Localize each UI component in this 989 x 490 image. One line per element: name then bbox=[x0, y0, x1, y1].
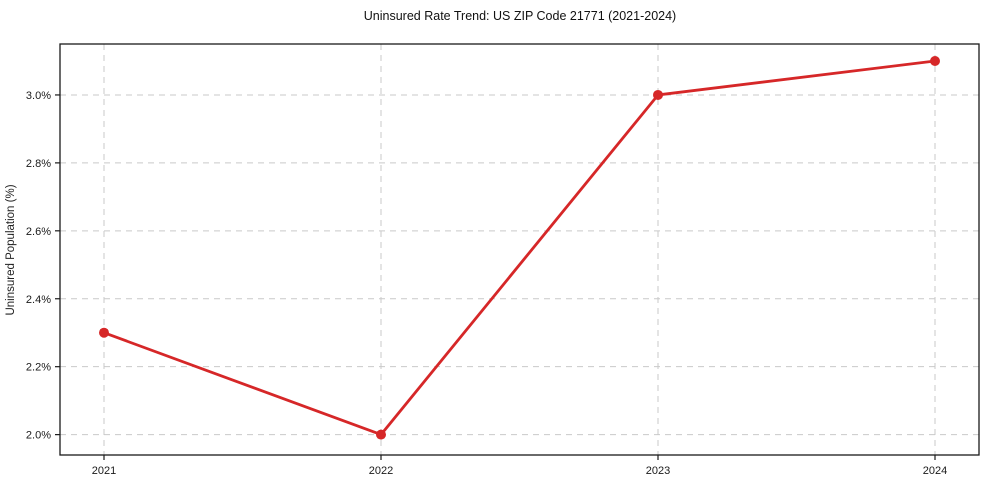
chart-title: Uninsured Rate Trend: US ZIP Code 21771 … bbox=[364, 9, 676, 23]
y-tick-label: 2.0% bbox=[26, 430, 51, 442]
y-tick-label: 3.0% bbox=[26, 90, 51, 102]
data-point-marker bbox=[653, 89, 663, 100]
y-tick-label: 2.2% bbox=[26, 362, 51, 374]
trend-line bbox=[102, 59, 937, 437]
data-point-marker bbox=[930, 55, 940, 66]
plot-area: 2.0% 2.2% 2.4% 2.6% 2.8% 3.0% 2021 2022 2023 2024 bbox=[26, 43, 980, 477]
data-point-marker bbox=[376, 429, 386, 440]
y-tick-label: 2.4% bbox=[26, 294, 51, 306]
y-tick-label: 2.6% bbox=[26, 226, 51, 238]
x-tick-label: 2024 bbox=[923, 465, 947, 477]
y-tick-label: 2.8% bbox=[26, 158, 51, 170]
x-tick-label: 2021 bbox=[92, 465, 116, 477]
y-axis-label: Uninsured Population (%) bbox=[5, 184, 17, 315]
x-tick-label: 2022 bbox=[369, 465, 393, 477]
x-tick-label: 2023 bbox=[646, 465, 670, 477]
plot-border bbox=[59, 43, 980, 456]
data-point-marker bbox=[99, 327, 109, 338]
